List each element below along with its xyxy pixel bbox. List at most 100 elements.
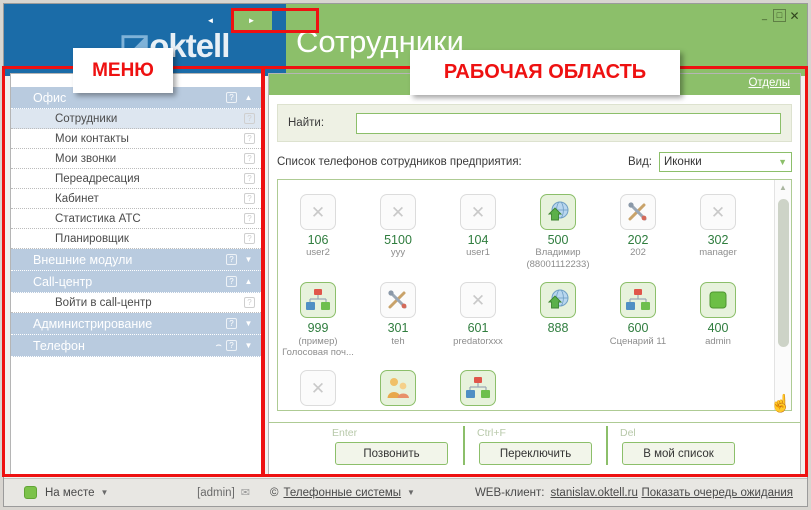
nav-forward-button[interactable]: ► (231, 11, 272, 30)
help-icon[interactable]: ? (226, 254, 237, 265)
contact-status-icon[interactable]: ✕ (700, 194, 736, 230)
contacts-scroll-viewport: ✕ 106 user2 ✕ 5100 yyy ✕ 104 user1 500 Владимир (88… (278, 180, 774, 410)
help-icon[interactable]: ? (244, 173, 255, 184)
contact-cell[interactable]: ✕ 302 manager (678, 188, 758, 270)
help-icon[interactable]: ? (226, 340, 237, 351)
contacts-grid: ✕ 106 user2 ✕ 5100 yyy ✕ 104 user1 500 Владимир (88… (278, 188, 774, 410)
contact-status-icon[interactable] (540, 194, 576, 230)
sidebar-item-1[interactable]: Войти в call-центр? (11, 293, 261, 313)
contact-cell[interactable]: 600 Сценарий 11 (598, 276, 678, 358)
chevron-toggle-icon[interactable]: ▼ (244, 255, 253, 264)
chevron-toggle-icon[interactable]: ▲ (244, 93, 253, 102)
contact-cell[interactable]: ✕ 104 user1 (438, 188, 518, 270)
list-header-row: Список телефонов сотрудников предприятия… (277, 151, 792, 173)
chevron-toggle-icon[interactable]: ▲ (244, 277, 253, 286)
list-caption: Список телефонов сотрудников предприятия… (277, 156, 522, 168)
contact-cell[interactable]: ✕ 106 user2 (278, 188, 358, 270)
chevron-down-icon[interactable]: ▼ (407, 488, 415, 497)
contact-status-icon[interactable]: ✕ (380, 194, 416, 230)
company-link[interactable]: Телефонные системы (283, 486, 402, 499)
contact-status-icon[interactable] (380, 370, 416, 407)
globe-house-icon (547, 289, 569, 309)
sidebar-item-2[interactable]: Мои контакты? (11, 129, 261, 149)
help-icon[interactable]: ? (244, 133, 255, 144)
contact-number: 106 (307, 233, 329, 247)
sidebar-item-7[interactable]: Планировщик? (11, 229, 261, 249)
scrollbar-thumb[interactable] (778, 199, 789, 347)
sidebar-item-6[interactable]: Статистика АТС? (11, 209, 261, 229)
contact-cell[interactable]: 999 (пример) Голосовая поч... (278, 276, 358, 358)
scheme-icon (626, 289, 650, 311)
contacts-vertical-scrollbar[interactable]: ▲ ▼ (774, 180, 791, 410)
contact-status-icon[interactable]: ✕ (460, 194, 496, 230)
contact-cell[interactable]: 401Сценарий 11 (438, 364, 518, 410)
action-button-3[interactable]: В мой список (622, 442, 735, 465)
contact-cell[interactable]: 202 202 (598, 188, 678, 270)
contact-cell[interactable]: 400 admin (678, 276, 758, 358)
show-queue-link[interactable]: Показать очередь ожидания (641, 486, 793, 499)
contact-status-icon[interactable] (300, 282, 336, 319)
sidebar-item-4[interactable]: Переадресация? (11, 169, 261, 189)
contact-number: 999 (307, 321, 329, 336)
action-group-2: Ctrl+F Переключить (463, 426, 606, 465)
help-icon[interactable]: ? (244, 233, 255, 244)
close-button[interactable]: ✕ (789, 8, 800, 23)
sidebar-menu-panel: Офис? ▲ Сотрудники? Мои контакты? Мои звонки… (10, 73, 262, 476)
sidebar-group-2[interactable]: Внешние модули? ▼ (11, 249, 261, 271)
contact-status-icon[interactable] (620, 194, 656, 230)
contact-status-icon[interactable]: ✕ (460, 282, 496, 319)
contact-cell[interactable]: 500 Владимир (88001112233) (518, 188, 598, 270)
contact-number: 888 (547, 321, 569, 336)
contact-number: 401 (468, 409, 489, 410)
help-icon[interactable]: ? (244, 113, 255, 124)
contact-cell[interactable]: ✕ 601 predatorxxx (438, 276, 518, 358)
contact-status-icon[interactable] (380, 282, 416, 319)
action-button-1[interactable]: Позвонить (335, 442, 448, 465)
help-icon[interactable]: ? (226, 92, 237, 103)
presence-label: На месте (45, 486, 95, 499)
contact-cell[interactable]: 201201 (358, 364, 438, 410)
view-select[interactable]: Иконки ▼ (659, 152, 792, 172)
mail-icon[interactable]: ✉ (240, 487, 250, 499)
sidebar-group-5[interactable]: Телефон ⌢? ▼ (11, 335, 261, 357)
people-icon (387, 378, 409, 399)
chevron-toggle-icon[interactable]: ▼ (244, 341, 253, 350)
search-input[interactable] (356, 112, 781, 134)
maximize-button[interactable]: □ (773, 9, 786, 22)
presence-area[interactable]: На месте ▼ [admin] ✉ (4, 486, 262, 499)
contact-status-icon[interactable] (700, 282, 736, 319)
sidebar-item-3[interactable]: Мои звонки? (11, 149, 261, 169)
contact-status-icon[interactable] (540, 282, 576, 319)
sidebar-item-5[interactable]: Кабинет? (11, 189, 261, 209)
contact-status-icon[interactable] (460, 370, 496, 407)
help-icon[interactable]: ? (226, 276, 237, 287)
work-area-panel: Отделы Найти: Список телефонов сотрудник… (268, 73, 801, 476)
sidebar-group-3[interactable]: Call-центр? ▲ (11, 271, 261, 293)
contact-status-icon[interactable]: ✕ (300, 194, 336, 230)
minimize-button[interactable]: _ (761, 10, 767, 20)
action-button-2[interactable]: Переключить (479, 442, 592, 465)
help-icon[interactable]: ? (244, 213, 255, 224)
contact-cell[interactable]: 888 (518, 276, 598, 358)
help-icon[interactable]: ? (244, 193, 255, 204)
scroll-down-icon[interactable]: ▼ (779, 398, 787, 407)
sidebar-item-1[interactable]: Сотрудники? (11, 109, 261, 129)
contact-cell[interactable]: 301 teh (358, 276, 438, 358)
help-icon[interactable]: ? (244, 153, 255, 164)
contact-status-icon[interactable] (620, 282, 656, 319)
web-client-label: WEB-клиент: (474, 486, 545, 499)
contact-cell[interactable]: ✕ 5100 yyy (358, 188, 438, 270)
chevron-toggle-icon[interactable]: ▼ (244, 319, 253, 328)
help-icon[interactable]: ? (226, 318, 237, 329)
sidebar-group-label: Call-центр (33, 274, 93, 289)
web-client-host-link[interactable]: stanislav.oktell.ru (550, 486, 638, 499)
help-icon[interactable]: ? (244, 297, 255, 308)
contact-cell[interactable]: ✕303103 (278, 364, 358, 410)
presence-status-icon (24, 486, 37, 499)
sidebar-group-4[interactable]: Администрирование? ▼ (11, 313, 261, 335)
scrollbar-track[interactable] (775, 195, 791, 395)
scroll-up-icon[interactable]: ▲ (779, 183, 787, 192)
contact-status-icon[interactable]: ✕ (300, 370, 336, 407)
nav-back-button[interactable]: ◄ (190, 11, 231, 30)
departments-link[interactable]: Отделы (748, 77, 790, 89)
